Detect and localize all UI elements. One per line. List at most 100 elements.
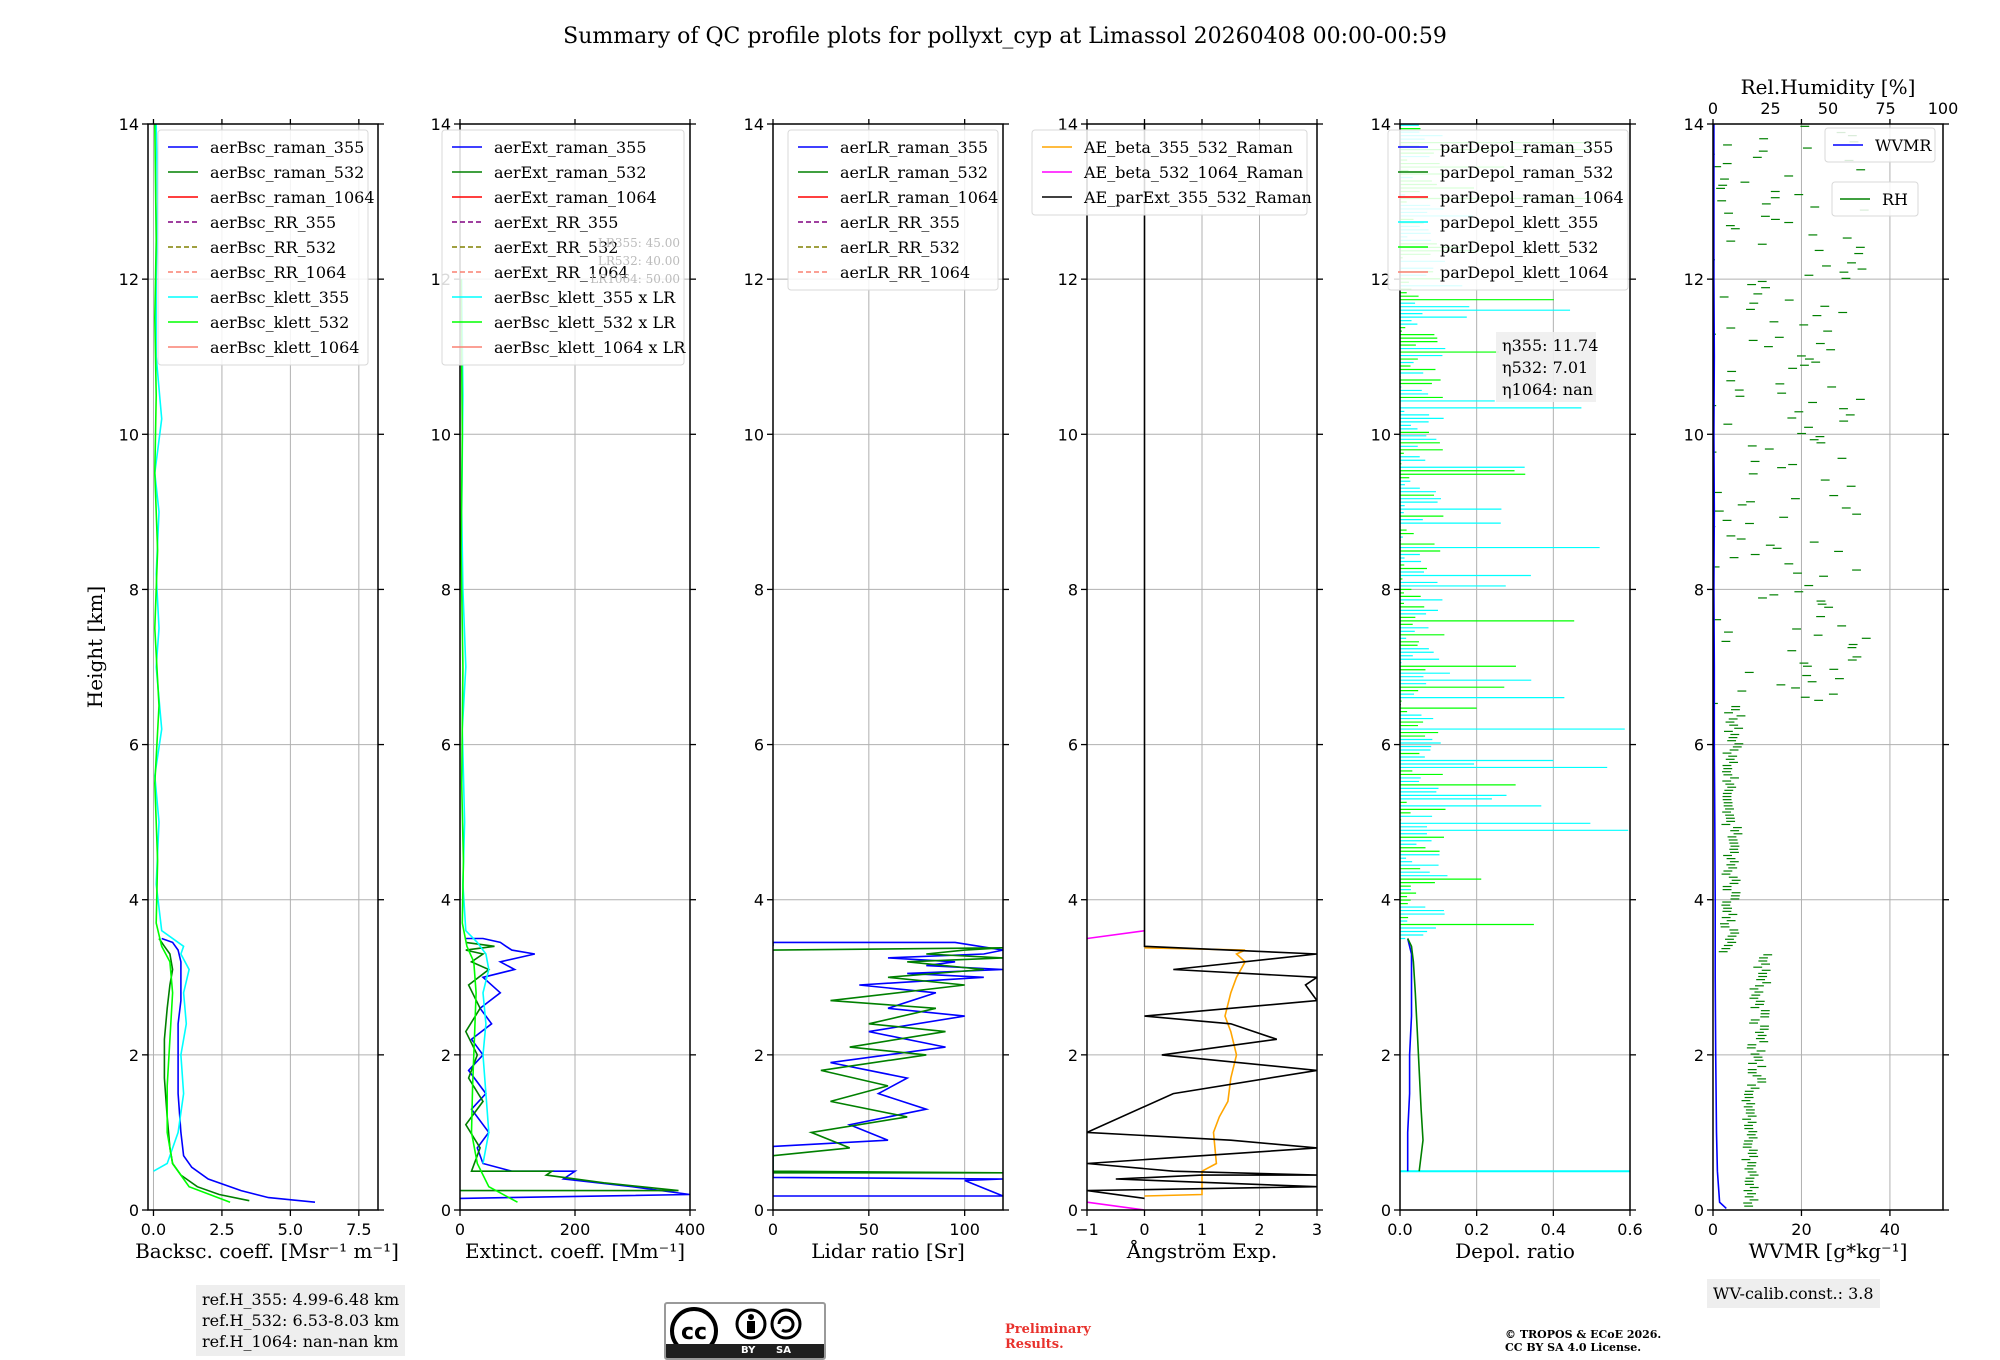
legend: parDepol_raman_355 parDepol_raman_532 parD… — [1387, 129, 1629, 291]
legend-label: aerBsc_klett_355 x LR — [494, 288, 676, 307]
x-axis-label: Depol. ratio — [1455, 1239, 1575, 1263]
eta-label: η532: 7.01 — [1502, 358, 1588, 377]
cc-by-label: BY — [741, 1345, 756, 1356]
legend-label: AE_beta_532_1064_Raman — [1083, 163, 1303, 182]
x-tick-label: 0.0 — [141, 1220, 166, 1239]
y-tick-label: 0 — [129, 1201, 139, 1220]
x-axis-label: WVMR [g*kg⁻¹] — [1749, 1239, 1908, 1263]
y-tick-label: 2 — [129, 1046, 139, 1065]
y-tick-label: 0 — [441, 1201, 451, 1220]
panel-wvmr: 0 20 40 0 2 4 6 8 10 12 14 WVMR [g*kg⁻¹] 0 25 50 75 100 R… — [1684, 75, 1959, 1263]
x-tick-label: 0.2 — [1464, 1220, 1489, 1239]
series-line-aerext-raman-355 — [460, 937, 690, 1200]
y-tick-label: 4 — [1694, 891, 1704, 910]
y-tick-label: 6 — [441, 736, 451, 755]
copyright-line-2: CC BY SA 4.0 License. — [1505, 1341, 1642, 1354]
x-tick-label: 400 — [675, 1220, 706, 1239]
y-tick-label: 6 — [1068, 736, 1078, 755]
ref-height-1064: ref.H_1064: nan-nan km — [202, 1332, 399, 1351]
x-tick-label: 7.5 — [346, 1220, 371, 1239]
x-tick-label: 0 — [1139, 1220, 1149, 1239]
legend-label: aerLR_RR_1064 — [840, 263, 970, 282]
y-tick-label: 12 — [1371, 270, 1391, 289]
x-tick-label: 3 — [1312, 1220, 1322, 1239]
series-line-aerext-raman-532 — [460, 941, 679, 1192]
legend-label: parDepol_klett_532 — [1440, 238, 1598, 257]
x-tick-label: 0 — [1708, 1220, 1718, 1239]
legend-label: parDepol_raman_532 — [1440, 163, 1613, 182]
x-tick-label: 0.6 — [1617, 1220, 1642, 1239]
y-tick-label: 2 — [1381, 1046, 1391, 1065]
top-x-axis-label: Rel.Humidity [%] — [1741, 75, 1916, 99]
y-tick-label: 10 — [744, 425, 764, 444]
top-x-tick-label: 0 — [1708, 99, 1718, 118]
panel-frame — [772, 123, 1004, 1211]
y-tick-label: 10 — [1684, 425, 1704, 444]
y-tick-label: 10 — [431, 425, 451, 444]
x-tick-label: 0.0 — [1387, 1220, 1412, 1239]
legend-label: aerBsc_raman_355 — [210, 138, 364, 157]
legend-label: aerBsc_klett_532 x LR — [494, 313, 676, 332]
y-tick-label: 14 — [1684, 115, 1704, 134]
panel-depol: 0.0 0.2 0.4 0.6 0 2 4 6 8 10 12 14 Depol. ratio parDe… — [1371, 115, 1643, 1263]
legend-label: aerExt_raman_355 — [494, 138, 647, 157]
series-group — [1087, 124, 1317, 1210]
legend-frame — [1824, 127, 1936, 163]
lidar-ratio-label: LR532: 40.00 — [598, 254, 680, 268]
series-line-ae-parext-355-532-raman — [1087, 124, 1317, 1200]
legend-frame — [1831, 181, 1919, 217]
series-group — [460, 279, 690, 1203]
legend-label: aerBsc_klett_1064 x LR — [494, 338, 686, 357]
y-tick-label: 6 — [754, 736, 764, 755]
legend-frame — [1031, 129, 1308, 216]
legend: aerExt_raman_355 aerExt_raman_532 aerExt_r… — [441, 129, 686, 366]
y-tick-label: 4 — [754, 891, 764, 910]
legend-label: aerExt_raman_1064 — [494, 188, 657, 207]
lidar-ratio-label: LR1064: 50.00 — [590, 272, 680, 286]
panel-frame — [1712, 123, 1944, 1211]
series-group — [773, 941, 1003, 1197]
series-line-aerbsc-klett-355 — [153, 124, 190, 1172]
preliminary-line-2: Results. — [1005, 1337, 1064, 1352]
legend-label: aerExt_raman_532 — [494, 163, 647, 182]
x-tick-label: 2.5 — [209, 1220, 234, 1239]
legend-rh: RH — [1831, 181, 1919, 217]
y-tick-label: 12 — [1684, 270, 1704, 289]
ref-height-355: ref.H_355: 4.99-6.48 km — [202, 1290, 400, 1309]
panel-lidar_ratio: 0 50 100 0 2 4 6 8 10 12 14 Lidar ratio [Sr] aerLR_r… — [744, 115, 1009, 1263]
x-tick-label: 20 — [1791, 1220, 1811, 1239]
y-tick-label: 6 — [129, 736, 139, 755]
y-tick-label: 2 — [754, 1046, 764, 1065]
y-tick-label: 14 — [431, 115, 451, 134]
wv-calib-constant: WV-calib.const.: 3.8 — [1713, 1284, 1874, 1303]
legend-label: parDepol_klett_355 — [1440, 213, 1598, 232]
y-tick-label: 8 — [1068, 580, 1078, 599]
legend-label: aerBsc_raman_532 — [210, 163, 364, 182]
series-line-aerbsc-raman-532 — [158, 938, 250, 1202]
top-x-tick-label: 50 — [1818, 99, 1838, 118]
x-tick-label: 40 — [1880, 1220, 1900, 1239]
legend-label: AE_beta_355_532_Raman — [1083, 138, 1293, 157]
legend-label: aerBsc_RR_1064 — [210, 263, 346, 282]
series-line-ae-beta-532-1064-raman — [1087, 1201, 1145, 1210]
y-tick-label: 2 — [441, 1046, 451, 1065]
x-axis-label: Lidar ratio [Sr] — [811, 1239, 965, 1263]
top-x-tick-label: 25 — [1760, 99, 1780, 118]
y-tick-label: 4 — [1068, 891, 1078, 910]
eta-labels: η355: 11.74 η532: 7.01 η1064: nan — [1496, 332, 1598, 402]
legend-label: aerBsc_RR_355 — [210, 213, 336, 232]
x-axis-label: Ångström Exp. — [1126, 1238, 1277, 1263]
series-line-ae-beta-355-532-raman — [1144, 947, 1247, 1197]
legend-label: aerBsc_RR_532 — [210, 238, 336, 257]
y-tick-label: 4 — [129, 891, 139, 910]
legend-wvmr: WVMR — [1824, 127, 1936, 163]
eta-label: η1064: nan — [1502, 380, 1593, 399]
y-tick-label: 8 — [1694, 580, 1704, 599]
y-tick-label: 2 — [1068, 1046, 1078, 1065]
y-axis-label: Height [km] — [83, 586, 107, 708]
legend-label: aerExt_RR_1064 — [494, 263, 629, 282]
legend-frame — [787, 129, 999, 291]
